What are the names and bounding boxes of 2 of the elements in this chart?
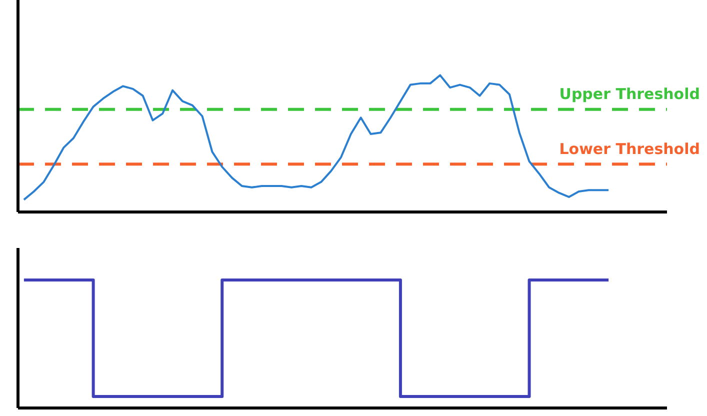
ref-line-label: Lower Threshold xyxy=(559,140,700,158)
ref-line-label: Upper Threshold xyxy=(559,85,700,104)
